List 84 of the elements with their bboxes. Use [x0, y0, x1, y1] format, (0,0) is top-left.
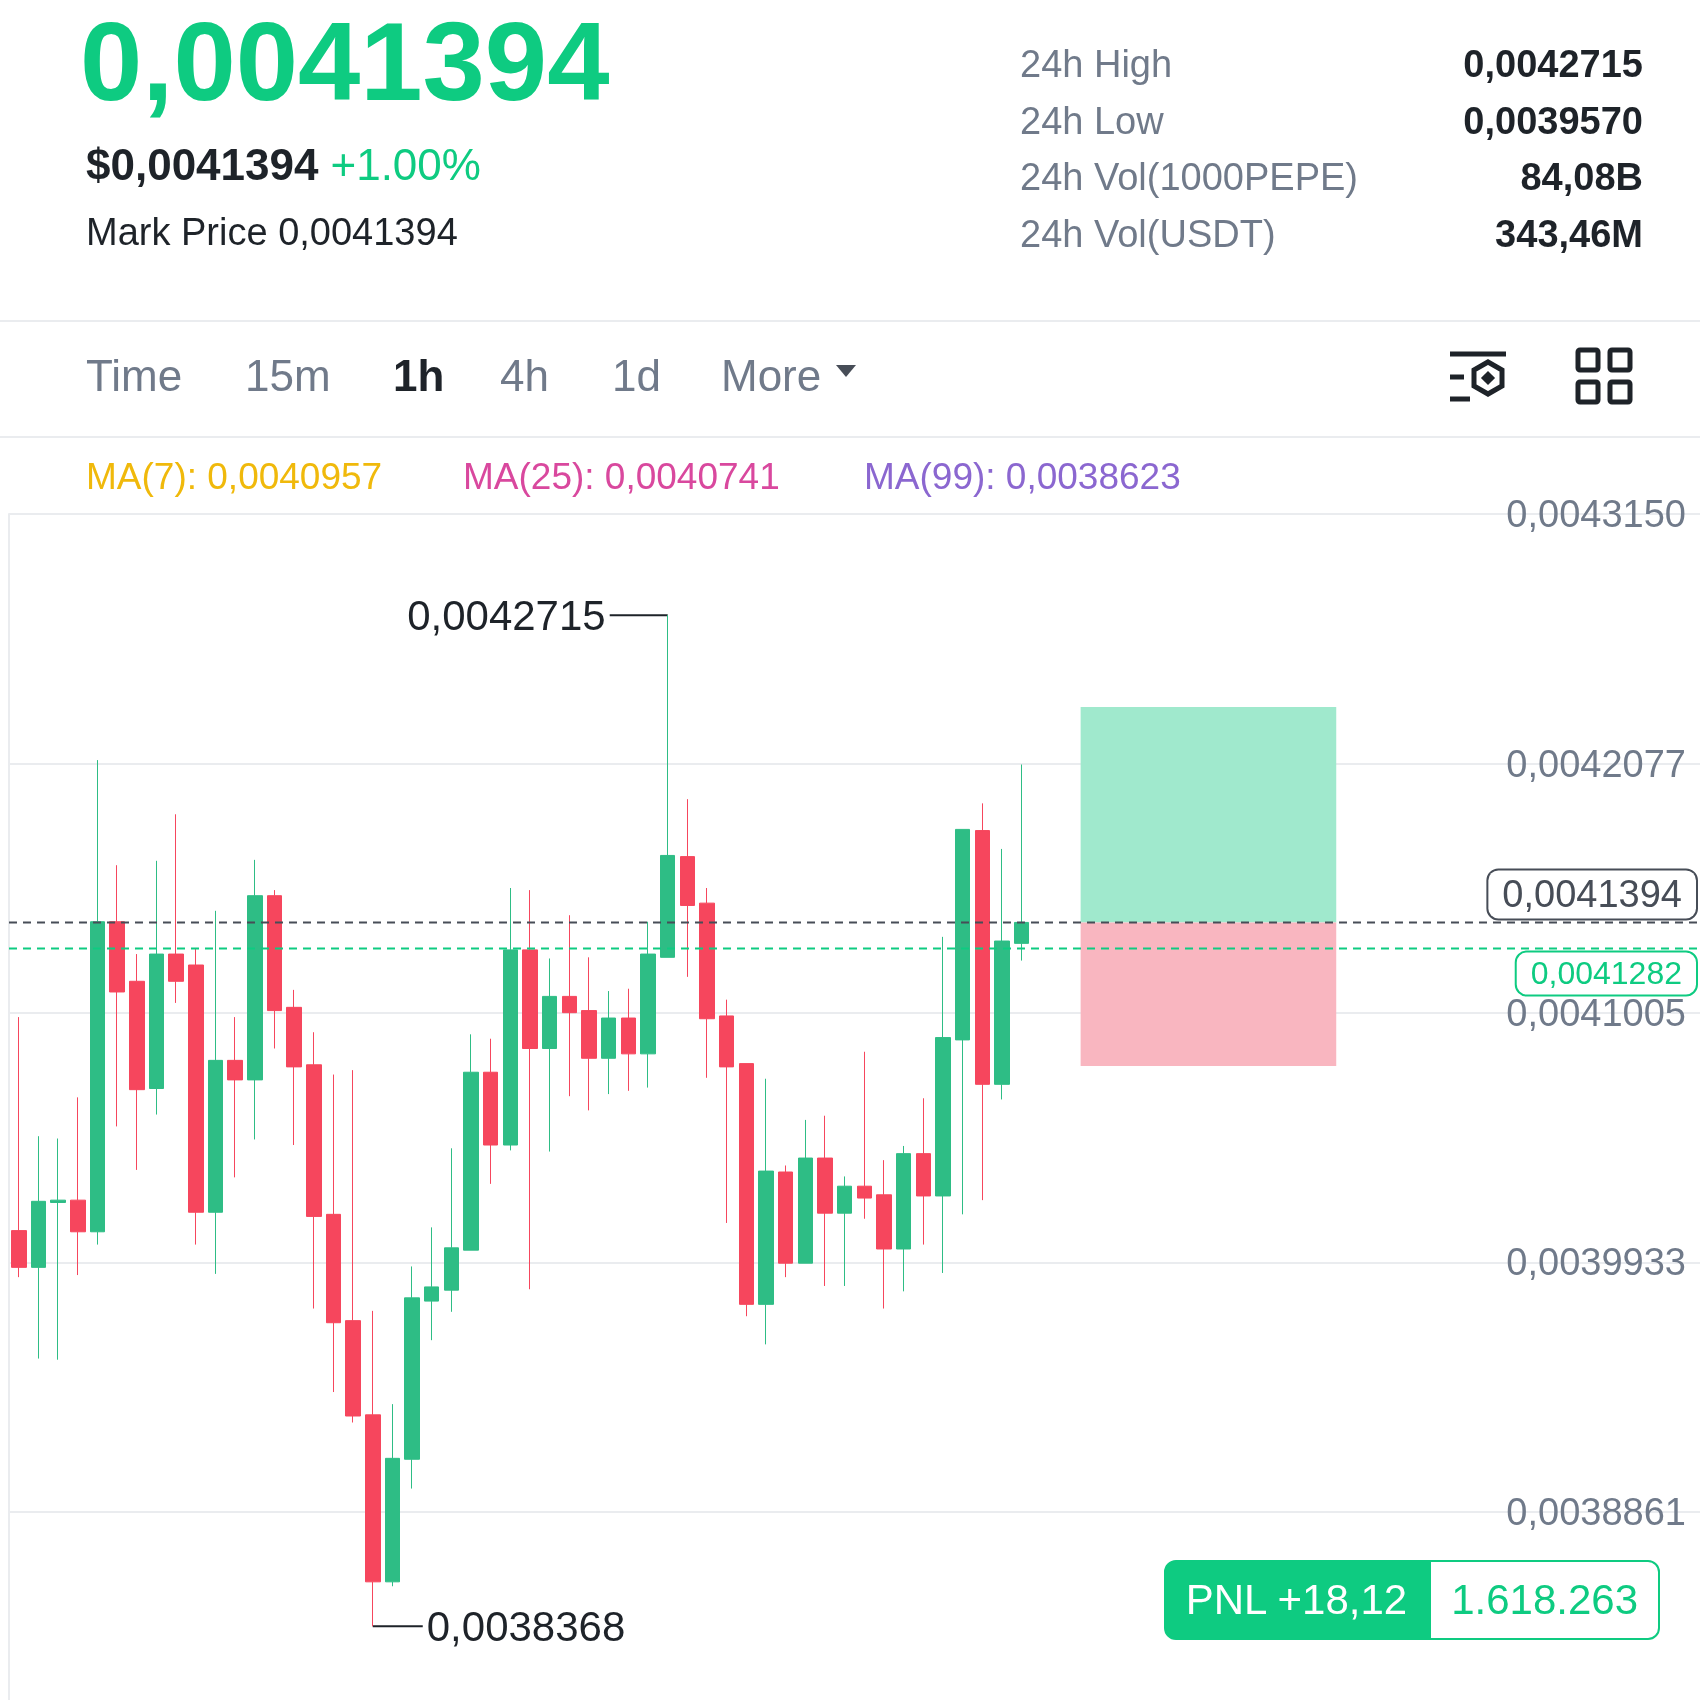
candlestick [129, 953, 145, 1171]
candlestick [857, 1051, 872, 1220]
candlestick [70, 1096, 86, 1276]
candlestick [11, 1016, 27, 1278]
text: 24h Vol(1000PEPE) [1020, 156, 1359, 200]
candlestick [817, 1115, 833, 1287]
ref-line-label: 0,0041394 [1502, 873, 1682, 916]
candlestick [227, 1016, 243, 1178]
candlestick [975, 802, 990, 1201]
annotation: 0,0042715 [407, 591, 606, 639]
candlestick [326, 1074, 341, 1393]
candlestick [955, 828, 970, 1215]
annotation: PNL +18,12 [1163, 1560, 1430, 1641]
candlestick [208, 910, 223, 1275]
ref-line-label: 0,0041282 [1530, 955, 1682, 992]
candlestick [562, 914, 577, 1097]
candlestick [621, 988, 636, 1092]
candlestick [778, 1165, 793, 1278]
candlestick [306, 1031, 322, 1310]
text: 4h [500, 350, 549, 402]
text: 343,46M [1495, 213, 1643, 257]
text: 0,0042715 [1463, 43, 1643, 87]
text: +1.00% [330, 139, 481, 191]
text: 24h Low [1020, 100, 1164, 144]
text: MA(99): 0,0038623 [864, 455, 1181, 499]
annotation: 0,0038368 [426, 1602, 626, 1650]
text: 84,08B [1520, 156, 1643, 200]
candlestick [837, 1175, 852, 1287]
text: Mark Price 0,0041394 [86, 211, 458, 255]
candlestick [188, 948, 204, 1246]
candlestick [916, 1097, 931, 1246]
candlestick [1014, 764, 1029, 962]
candlestick [758, 1078, 774, 1345]
candlestick [109, 864, 125, 1127]
candlestick [935, 936, 951, 1274]
y-tick-label: 0,0041005 [1506, 991, 1686, 1034]
text: 24h High [1020, 43, 1173, 87]
candlestick [739, 1063, 754, 1317]
y-tick-label: 0,0038861 [1506, 1490, 1686, 1533]
candlestick [994, 848, 1010, 1100]
chart-title: 0,0041394 [80, 0, 610, 126]
candlestick [876, 1159, 892, 1310]
y-tick-label: 0,0039933 [1506, 1241, 1686, 1284]
text: 0,0039570 [1463, 100, 1643, 144]
text: Time [86, 350, 183, 402]
text: MA(7): 0,0040957 [86, 455, 383, 499]
candlestick [444, 1147, 459, 1313]
candlestick [896, 1145, 911, 1292]
candlestick [385, 1403, 400, 1587]
candlestick [640, 921, 656, 1089]
text: 1h [393, 350, 445, 402]
candlestick [90, 759, 105, 1246]
text: 24h Vol(USDT) [1020, 213, 1276, 257]
candlestick [798, 1119, 813, 1264]
candlestick [719, 999, 734, 1224]
candlestick [581, 956, 597, 1111]
candlestick [601, 990, 616, 1095]
candlestick [345, 1069, 361, 1424]
candlestick [31, 1135, 46, 1360]
candlestick [286, 989, 302, 1146]
annotation: 1.618.263 [1429, 1560, 1660, 1641]
candlestick [522, 889, 538, 1290]
candlestick [483, 1038, 498, 1185]
y-tick-label: 0,0043150 [1506, 493, 1686, 535]
candlestick [680, 798, 695, 978]
candlestick [365, 1310, 381, 1627]
candlestick [168, 813, 184, 1004]
text: 15m [245, 350, 331, 402]
candlestick [424, 1226, 439, 1341]
candlestick [404, 1265, 420, 1490]
y-tick-label: 0,0042077 [1506, 742, 1686, 785]
text: More [721, 350, 822, 402]
candlestick [463, 1033, 479, 1251]
candlestick [542, 957, 557, 1153]
candlestick [267, 889, 282, 1049]
candlestick [699, 887, 715, 1079]
candlestick [660, 614, 675, 958]
candlestick [50, 1138, 66, 1361]
chart-subtitle: $0,0041394 [86, 139, 319, 191]
candlestick [149, 860, 164, 1116]
candlestick [503, 887, 518, 1151]
text: 1d [612, 350, 661, 402]
candlestick [247, 859, 263, 1140]
text: MA(25): 0,0040741 [463, 455, 780, 499]
